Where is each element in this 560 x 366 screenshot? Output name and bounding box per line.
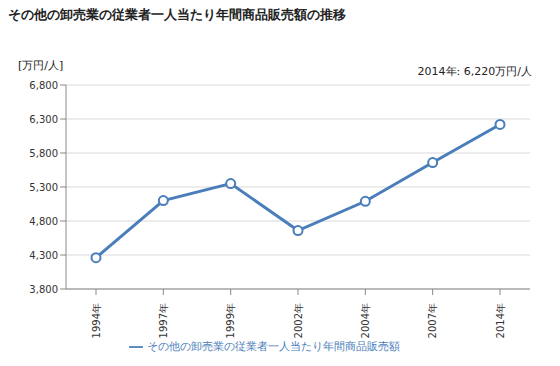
svg-text:3,800: 3,800 — [29, 284, 58, 295]
svg-text:2004年: 2004年 — [360, 303, 371, 338]
svg-text:5,800: 5,800 — [29, 148, 58, 159]
svg-text:2014年: 2014年 — [495, 303, 506, 338]
html-text:その他の卸売業の従業者一人当たり年間商品販売額の推移: その他の卸売業の従業者一人当たり年間商品販売額の推移 — [8, 7, 346, 22]
svg-text:2002年: 2002年 — [293, 303, 304, 338]
svg-text:2007年: 2007年 — [427, 303, 438, 338]
svg-text:1999年: 1999年 — [225, 303, 236, 338]
svg-text:1997年: 1997年 — [158, 303, 169, 338]
html-text:2014年: 6,220万円/人: 2014年: 6,220万円/人 — [417, 65, 532, 78]
svg-text:5,300: 5,300 — [29, 182, 58, 193]
html-text:[万円/人]: [万円/人] — [18, 59, 64, 72]
svg-text:6,300: 6,300 — [29, 114, 58, 125]
svg-text:4,800: 4,800 — [29, 216, 58, 227]
svg-text:1994年: 1994年 — [91, 303, 102, 338]
svg-text:4,300: 4,300 — [29, 250, 58, 261]
svg-text:6,800: 6,800 — [29, 80, 58, 91]
html-text:その他の卸売業の従業者一人当たり年間商品販売額: その他の卸売業の従業者一人当たり年間商品販売額 — [146, 340, 400, 353]
